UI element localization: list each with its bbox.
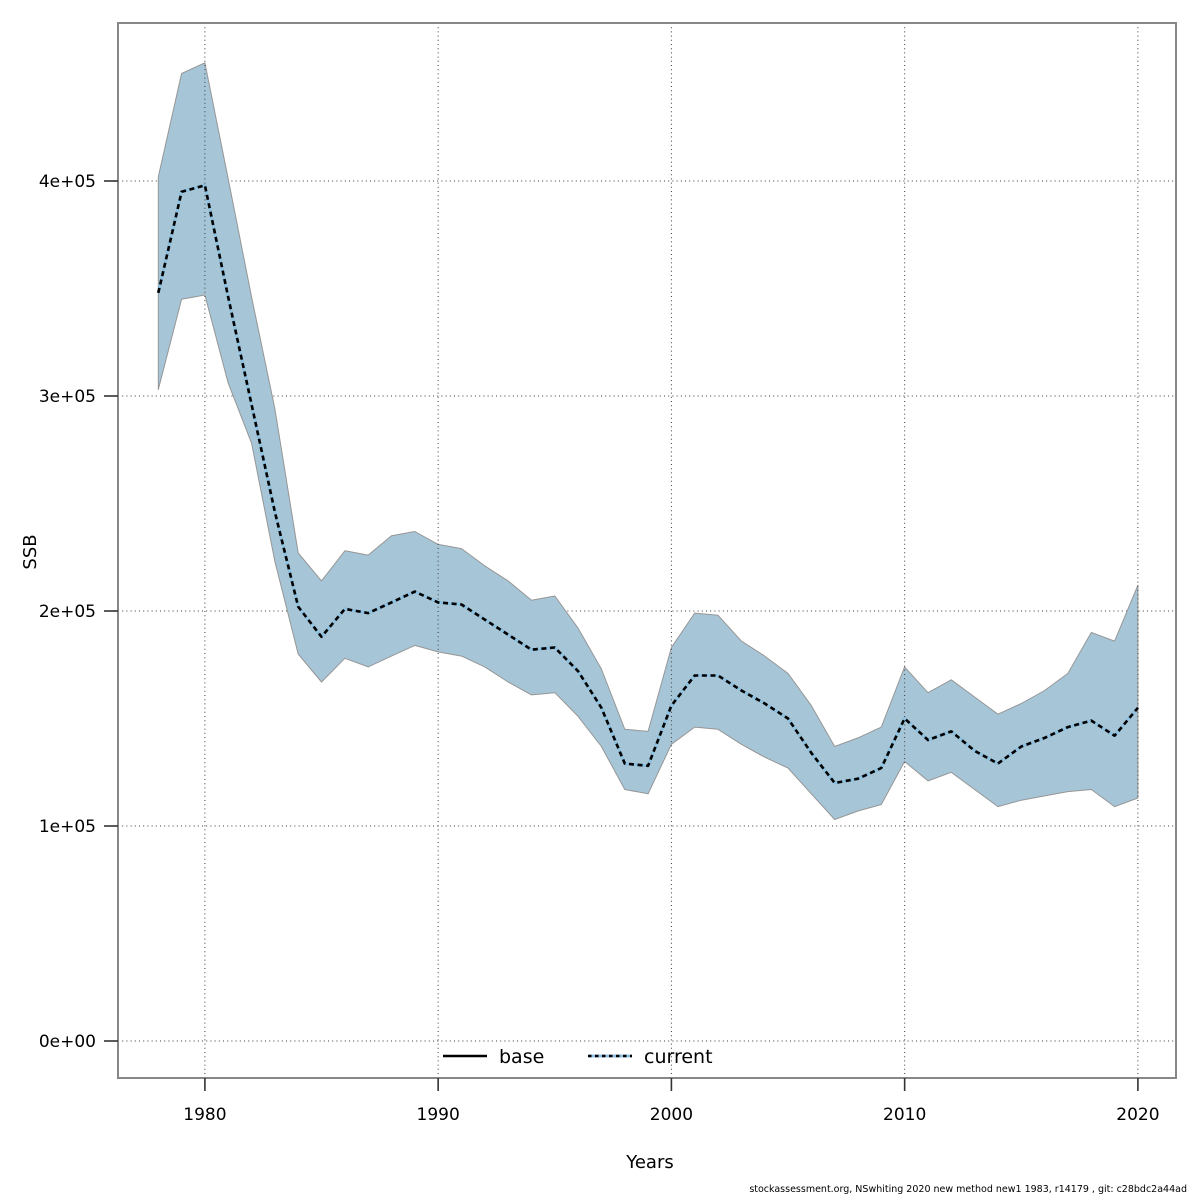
horizontal-gridlines <box>118 180 1176 1042</box>
base-line <box>157 184 1139 785</box>
x-tick-label: 2000 <box>650 1105 693 1125</box>
x-axis-title: Years <box>625 1152 674 1173</box>
confidence-band <box>157 62 1139 820</box>
y-tick-label: 1e+05 <box>39 817 96 837</box>
x-tick-labels: 1980 1990 2000 2010 2020 <box>183 1105 1159 1125</box>
x-tick-label: 1980 <box>183 1105 226 1125</box>
y-tick-label: 4e+05 <box>39 172 96 192</box>
x-tick-label: 1990 <box>417 1105 460 1125</box>
y-tick-labels: 0e+00 1e+05 2e+05 3e+05 4e+05 <box>39 172 96 1052</box>
current-line-dashes <box>157 184 1139 785</box>
current-line-underlay <box>156 183 1140 785</box>
axis-ticks <box>104 180 1139 1091</box>
confidence-band-polygon <box>157 62 1139 820</box>
legend-current-label: current <box>644 1046 713 1068</box>
y-tick-label: 3e+05 <box>39 387 96 407</box>
series-lines <box>156 183 1140 785</box>
x-tick-label: 2010 <box>883 1105 926 1125</box>
y-axis-title: SSB <box>20 534 41 569</box>
y-tick-label: 0e+00 <box>39 1032 96 1052</box>
footer-credit: stockassessment.org, NSwhiting 2020 new … <box>749 1184 1187 1195</box>
plot-border <box>117 22 1177 1079</box>
legend: base current <box>443 1046 713 1068</box>
legend-base-label: base <box>499 1046 544 1068</box>
y-tick-label: 2e+05 <box>39 602 96 622</box>
x-tick-label: 2020 <box>1116 1105 1159 1125</box>
